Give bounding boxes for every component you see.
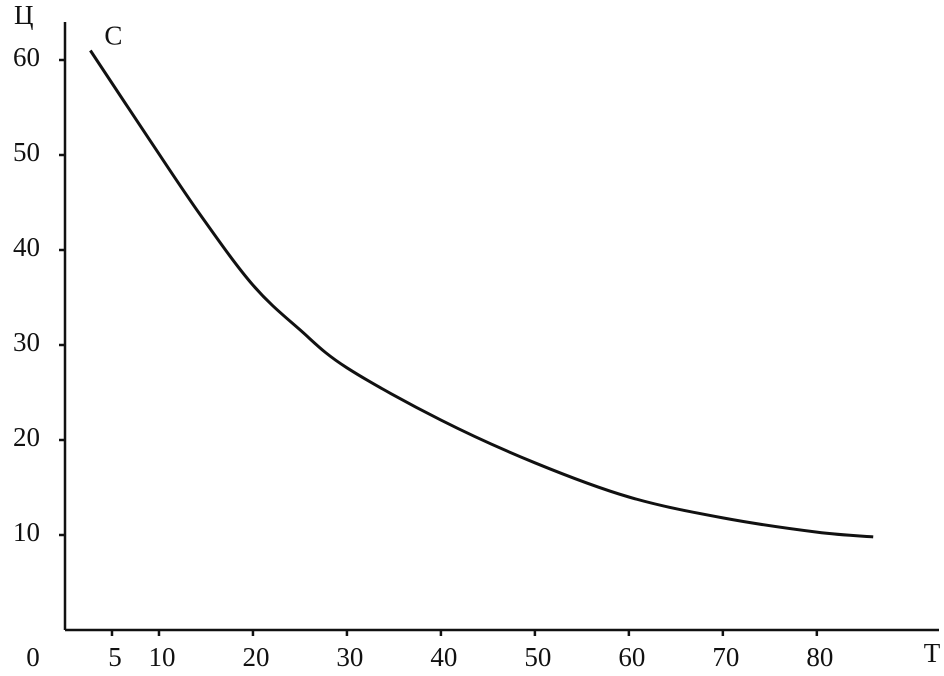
x-tick-label: 50 xyxy=(524,642,551,672)
x-tick-label: 20 xyxy=(242,642,269,672)
x-tick-label: 10 xyxy=(148,642,175,672)
curve xyxy=(89,49,874,539)
series-label: C xyxy=(104,21,122,51)
x-tick-label: 5 xyxy=(108,642,122,672)
y-tick-label: 60 xyxy=(13,42,40,72)
x-tick-label: 70 xyxy=(712,642,739,672)
y-tick-label: 30 xyxy=(13,327,40,357)
x-tick-label: 0 xyxy=(26,642,40,672)
x-tick-label: 30 xyxy=(336,642,363,672)
y-tick-label: 40 xyxy=(13,232,40,262)
y-axis-label: Ц xyxy=(14,0,34,30)
y-tick-label: 10 xyxy=(13,517,40,547)
y-tick-label: 20 xyxy=(13,422,40,452)
x-tick-label: 60 xyxy=(618,642,645,672)
x-axis-label: T xyxy=(924,638,941,668)
x-tick-label: 40 xyxy=(430,642,457,672)
y-tick-label: 50 xyxy=(13,137,40,167)
x-tick-label: 80 xyxy=(806,642,833,672)
